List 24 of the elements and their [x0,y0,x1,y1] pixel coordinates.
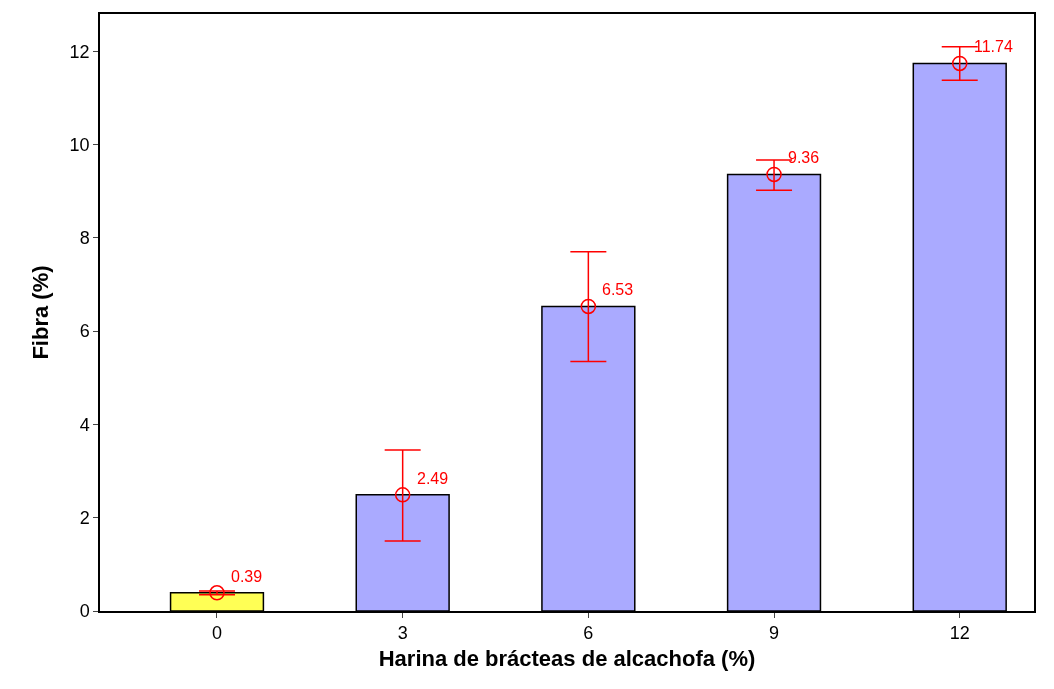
data-label: 11.74 [974,38,1013,55]
data-label: 0.39 [231,568,263,585]
point [394,487,411,503]
y-tick-label: 10 [69,134,90,155]
x-tick-label: 9 [769,623,780,644]
y-tick-label: 0 [79,601,90,622]
data-label: 2.49 [417,470,449,487]
y-tick-label: 12 [69,41,90,62]
point [766,166,782,183]
point [580,298,597,315]
x-tick-label: 12 [949,623,970,644]
y-axis-title: Fibra (%) [27,265,53,360]
point [951,55,968,72]
data-label: 9.36 [788,149,820,166]
data-label: 6.53 [602,281,634,298]
y-tick-label: 2 [79,508,90,529]
y-tick-label: 4 [79,414,90,435]
x-tick-label: 0 [211,623,222,644]
x-axis-title: Harina de brácteas de alcachofa (%) [378,645,756,671]
x-tick-label: 6 [583,623,594,644]
point [209,585,225,601]
x-tick-label: 3 [397,623,408,644]
y-tick-label: 8 [79,228,90,249]
y-tick-label: 6 [79,321,90,342]
